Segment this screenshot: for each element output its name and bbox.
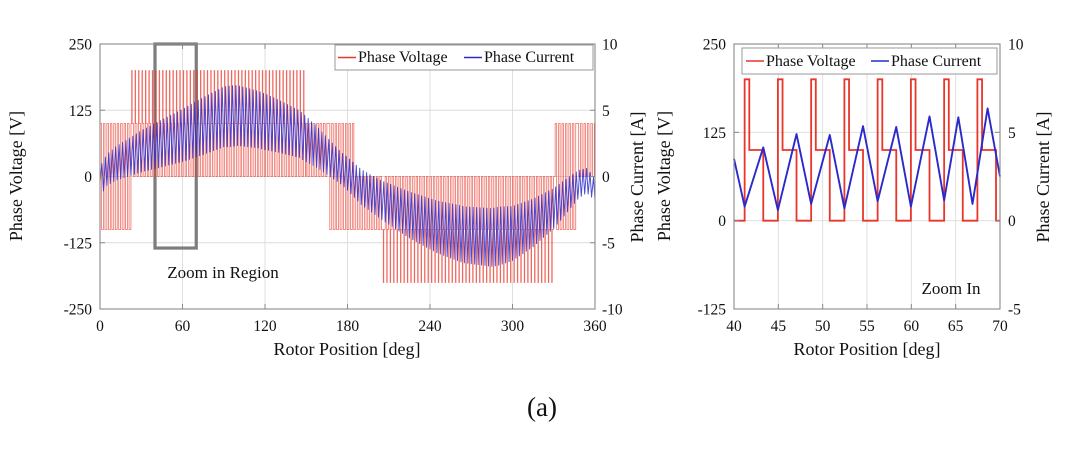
current-tick-label: 0 [1008, 213, 1016, 230]
full-range-chart: 0 60 120 180 240 300 360 250 125 0 -125 -250 10 5 0 -5 -… [6, 37, 647, 360]
current-tick-label: -5 [602, 235, 615, 252]
right-y-axis-label: Phase Current [A] [1033, 112, 1053, 243]
left-y-axis-label: Phase Voltage [V] [6, 111, 26, 241]
current-tick-label: 5 [1008, 125, 1016, 142]
legend-label-voltage: Phase Voltage [358, 49, 448, 66]
current-tick-label: -10 [602, 302, 623, 319]
current-tick-label: 10 [602, 37, 618, 54]
phase-current-series [99, 85, 596, 267]
x-tick-label: 120 [253, 318, 277, 335]
voltage-tick-label: 0 [718, 213, 726, 230]
x-tick-label: 40 [726, 318, 742, 335]
voltage-tick-label: 250 [703, 37, 727, 54]
x-tick-label: 360 [583, 318, 607, 335]
figure-caption: (a) [527, 392, 557, 422]
phase-current-series [733, 107, 1001, 212]
x-axis-label: Rotor Position [deg] [274, 339, 421, 359]
x-tick-label: 70 [992, 318, 1008, 335]
x-tick-label: 0 [96, 318, 104, 335]
x-tick-label: 60 [904, 318, 920, 335]
voltage-tick-label: 125 [703, 125, 727, 142]
x-tick-label: 300 [501, 318, 525, 335]
voltage-tick-label: 0 [84, 169, 92, 186]
x-tick-label: 50 [815, 318, 831, 335]
x-tick-label: 65 [948, 318, 964, 335]
x-tick-label: 180 [336, 318, 360, 335]
current-tick-label: 5 [602, 103, 610, 120]
x-tick-label: 240 [418, 318, 442, 335]
legend-label-current: Phase Current [891, 53, 982, 70]
voltage-tick-label: 250 [69, 37, 93, 54]
current-tick-label: 0 [602, 169, 610, 186]
phase-voltage-series [734, 78, 1000, 222]
x-tick-label: 45 [771, 318, 787, 335]
voltage-tick-label: -125 [698, 302, 727, 319]
legend-box [741, 47, 998, 75]
x-tick-label: 60 [175, 318, 191, 335]
voltage-tick-label: -125 [64, 235, 93, 252]
legend-label-voltage: Phase Voltage [766, 53, 856, 70]
x-tick-label: 55 [859, 318, 875, 335]
zoom-in-label: Zoom In [921, 279, 981, 298]
legend-label-current: Phase Current [484, 49, 575, 66]
voltage-tick-label: 125 [69, 103, 93, 120]
current-tick-label: 10 [1008, 37, 1024, 54]
x-axis-label: Rotor Position [deg] [794, 339, 941, 359]
right-y-axis-label: Phase Current [A] [627, 112, 647, 243]
zoom-region-label: Zoom in Region [167, 263, 279, 282]
left-y-axis-label: Phase Voltage [V] [654, 111, 674, 241]
voltage-tick-label: -250 [64, 302, 93, 319]
current-tick-label: -5 [1008, 302, 1021, 319]
